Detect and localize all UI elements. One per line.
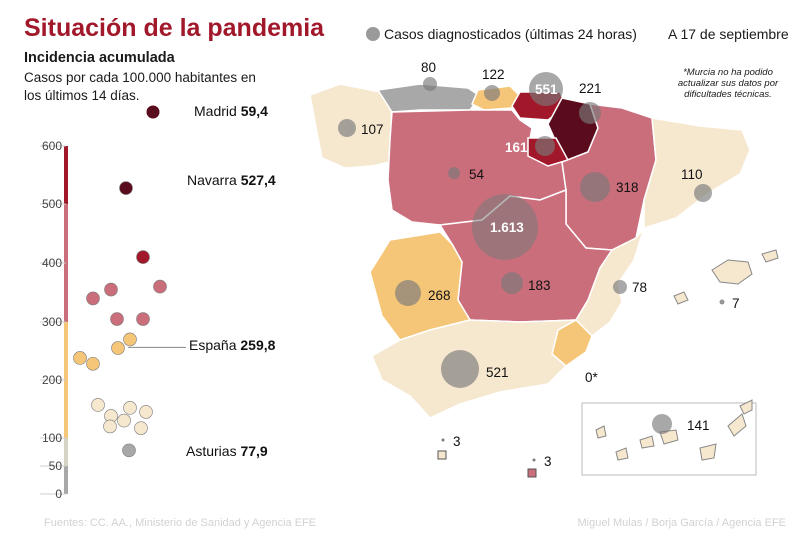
callout-label: Navarra 527,4 — [187, 172, 276, 188]
data-point — [117, 413, 131, 428]
region-canarias-1 — [595, 425, 607, 439]
data-point — [153, 279, 167, 294]
chart-subtitle: Incidencia acumulada — [24, 50, 175, 66]
cases-label-madrid: 1.613 — [490, 220, 524, 235]
data-point — [136, 312, 150, 326]
cases-label-navarra: 221 — [579, 81, 602, 96]
region-canarias-7 — [739, 399, 753, 415]
bubble-galicia — [338, 119, 356, 137]
cases-label-canarias: 141 — [687, 418, 710, 433]
y-tick-label: 500 — [42, 197, 62, 211]
data-point — [103, 419, 117, 434]
ceuta-marker — [437, 450, 447, 460]
callout-label: España 259,8 — [189, 337, 276, 353]
region-canarias-2 — [615, 447, 629, 461]
data-point — [123, 401, 137, 415]
cases-label-pais-vasco: 551 — [535, 82, 558, 97]
cases-label-melilla: 3 — [544, 454, 552, 469]
bubble-asturias — [423, 77, 437, 91]
cases-label-extremadura: 268 — [428, 288, 451, 303]
region-baleares — [711, 259, 753, 285]
bubble-valencia — [613, 280, 627, 294]
y-tick-label: 100 — [42, 431, 62, 445]
data-point — [123, 332, 137, 347]
canarias-inset — [581, 402, 757, 476]
data-point — [73, 351, 87, 365]
cases-label-la-rioja: 161 — [505, 140, 528, 155]
bubble-canarias — [652, 414, 672, 434]
y-tick-label: 50 — [49, 459, 63, 473]
region-canarias-5 — [699, 443, 717, 461]
cases-label-valencia: 78 — [632, 280, 647, 295]
date-label: A 17 de septiembre — [668, 26, 789, 42]
bubble-la-rioja — [535, 136, 555, 156]
cases-label-baleares: 7 — [732, 296, 740, 311]
data-point — [110, 312, 124, 326]
page-title: Situación de la pandemia — [24, 14, 325, 42]
bubble-extremadura — [395, 280, 421, 306]
cases-label-murcia: 0* — [585, 370, 599, 385]
bubble-navarra — [579, 102, 601, 124]
callout-label: Madrid 59,4 — [194, 103, 268, 119]
legend-label: Casos diagnosticados (últimas 24 horas) — [384, 26, 637, 42]
data-point-madrid — [146, 105, 160, 119]
data-point — [139, 405, 153, 419]
cases-label-ceuta: 3 — [453, 434, 461, 449]
bubble-pais-vasco — [529, 72, 563, 106]
data-point — [86, 356, 100, 371]
cases-label-castilla-la-mancha: 183 — [528, 278, 551, 293]
credit-note: Miguel Mulas / Borja García / Agencia EF… — [577, 517, 786, 529]
data-point — [104, 282, 118, 297]
bubble-aragon — [580, 172, 610, 202]
chart-description: Casos por cada 100.000 habitantes en los… — [24, 70, 256, 103]
bubble-baleares — [719, 299, 725, 305]
cases-label-cataluna: 110 — [681, 167, 703, 182]
data-point — [136, 250, 150, 264]
y-tick-label: 600 — [42, 139, 62, 153]
callout-label: Asturias 77,9 — [186, 443, 268, 459]
bubble-cantabria — [484, 85, 500, 101]
y-tick-label: 400 — [42, 256, 62, 270]
cases-label-cantabria: 122 — [482, 67, 505, 82]
murcia-note: *Murcia no ha podido actualizar sus dato… — [677, 67, 779, 100]
bubble-ceuta — [441, 438, 445, 442]
bubble-castilla-leon — [448, 167, 460, 179]
cases-label-asturias: 80 — [421, 60, 436, 75]
cases-label-galicia: 107 — [361, 122, 384, 137]
data-point — [91, 398, 105, 412]
bubble-andalucia — [441, 350, 479, 388]
data-point — [134, 421, 148, 435]
cases-label-castilla-leon: 54 — [469, 167, 485, 182]
melilla-marker — [527, 468, 537, 478]
region-menorca — [761, 249, 779, 263]
bubble-madrid — [472, 194, 538, 260]
cases-label-aragon: 318 — [616, 180, 639, 195]
y-tick-label: 0 — [55, 487, 62, 501]
region-canarias-6 — [727, 413, 747, 437]
data-point — [122, 443, 136, 458]
y-tick-label: 200 — [42, 373, 62, 387]
region-ibiza — [673, 291, 689, 305]
bubble-melilla — [532, 458, 536, 462]
data-point — [119, 181, 133, 195]
cases-label-andalucia: 521 — [486, 365, 509, 380]
y-tick-label: 300 — [42, 315, 62, 329]
region-canarias-3 — [639, 435, 655, 449]
data-point — [111, 341, 125, 355]
region-valencia — [575, 227, 645, 337]
data-point — [86, 291, 100, 306]
legend-circle-icon — [366, 27, 380, 41]
bubble-castilla-la-mancha — [501, 272, 523, 294]
source-note: Fuentes: CC. AA., Ministerio de Sanidad … — [44, 517, 317, 529]
bubble-cataluna — [694, 184, 712, 202]
